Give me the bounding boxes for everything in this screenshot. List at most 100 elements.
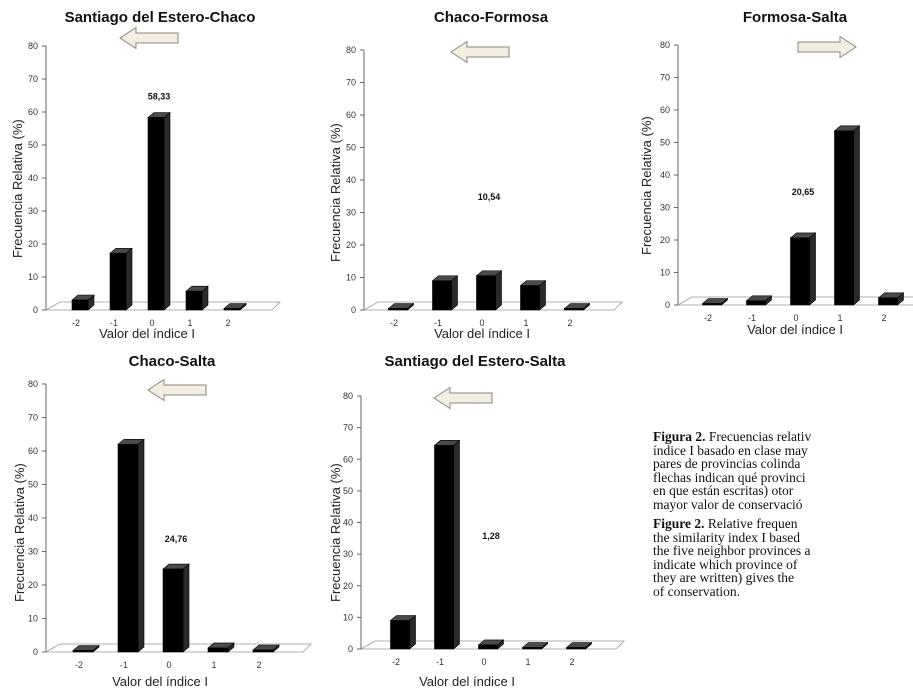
bar-front xyxy=(566,647,586,650)
bar-side xyxy=(409,614,416,650)
caption-line: Frecuencias relativ xyxy=(708,430,812,444)
data-label: 58,33 xyxy=(148,92,171,102)
y-tick-label: 40 xyxy=(28,513,38,523)
y-tick-label: 40 xyxy=(28,173,38,183)
bar-front xyxy=(564,308,584,311)
y-tick-label: 40 xyxy=(343,518,353,528)
x-tick-label: 1 xyxy=(187,318,192,328)
x-tick-label: 0 xyxy=(479,318,484,328)
bar xyxy=(147,111,171,311)
caption-line: the similarity index I based xyxy=(653,529,800,545)
caption-line: the five neighbor provinces a xyxy=(653,543,811,558)
y-tick-label: 70 xyxy=(28,74,38,84)
x-tick-label: -1 xyxy=(436,657,444,667)
x-tick-label: 1 xyxy=(523,318,528,328)
x-tick-label: -1 xyxy=(120,660,128,670)
y-tick-label: 80 xyxy=(28,41,38,51)
x-tick-label: -2 xyxy=(75,660,83,670)
bar xyxy=(389,614,417,650)
arrow-left-icon xyxy=(433,386,493,410)
caption-line: indicate which province of xyxy=(653,556,798,572)
y-tick-label: 10 xyxy=(28,272,38,282)
caption-line: índice I basado en clase may xyxy=(653,442,808,458)
bar-front xyxy=(746,300,766,306)
bar-chart: 0 10 20 30 40 50 60 70 80 -2 -1 0 1 2 24,76 xyxy=(28,378,312,670)
y-tick-label: 20 xyxy=(28,239,38,249)
x-axis-label: Valor del índice I xyxy=(434,326,530,341)
bar xyxy=(207,642,235,653)
y-tick-label: 30 xyxy=(343,549,353,559)
arrow-right-icon xyxy=(797,35,857,59)
bar-side xyxy=(137,438,145,653)
bar xyxy=(701,297,729,306)
y-tick-label: 80 xyxy=(346,45,356,55)
bar-front xyxy=(476,275,496,311)
data-label: 20,65 xyxy=(792,187,815,197)
caption-spanish-label: Figura 2. xyxy=(653,430,706,444)
bar-front xyxy=(434,445,454,650)
x-tick-label: 2 xyxy=(569,657,574,667)
caption-spanish: Figura 2. Frecuencias relativ índice I b… xyxy=(653,430,913,511)
bar-chart: 0 10 20 30 40 50 60 70 80 -2 -1 0 1 2 10,54 xyxy=(346,40,623,328)
bar xyxy=(387,302,415,311)
bar xyxy=(789,232,817,306)
figure-caption: Figura 2. Frecuencias relativ índice I b… xyxy=(653,430,913,604)
bar-front xyxy=(147,117,165,311)
y-tick-label: 0 xyxy=(33,305,38,315)
chart-panel-chaco-salta: Chaco-Salta Frecuencia Relativa (%) Valo… xyxy=(0,344,312,689)
bar xyxy=(71,294,95,311)
y-tick-label: 40 xyxy=(346,175,356,185)
x-tick-label: -2 xyxy=(72,318,80,328)
bar-front xyxy=(185,290,203,311)
x-axis-label: Valor del índice I xyxy=(419,674,515,689)
y-tick-label: 0 xyxy=(665,300,670,310)
y-tick-label: 70 xyxy=(28,413,38,423)
y-tick-label: 20 xyxy=(660,235,670,245)
x-tick-label: -1 xyxy=(434,318,442,328)
y-tick-label: 10 xyxy=(28,614,38,624)
bar xyxy=(72,644,100,653)
bar xyxy=(563,302,591,311)
data-label: 1,28 xyxy=(482,531,500,541)
chart-title: Santiago del Estero-Salta xyxy=(384,353,566,370)
bar-side xyxy=(453,439,460,650)
arrow-left-icon xyxy=(119,26,179,50)
bar xyxy=(431,275,459,311)
bar xyxy=(519,279,547,311)
x-axis-label: Valor del índice I xyxy=(99,326,195,341)
x-tick-label: -2 xyxy=(390,318,398,328)
bar-front xyxy=(790,237,810,306)
bar-side xyxy=(495,270,502,311)
chart-title: Chaco-Formosa xyxy=(433,9,549,26)
data-label: 24,76 xyxy=(165,534,188,544)
chart-title: Chaco-Salta xyxy=(128,353,216,370)
caption-line: Relative frequen xyxy=(707,516,798,531)
x-tick-label: 0 xyxy=(793,313,798,323)
y-tick-label: 60 xyxy=(28,446,38,456)
bar xyxy=(223,302,247,311)
bar-side xyxy=(451,275,458,311)
bar-front xyxy=(522,647,542,650)
chart-panel-santiago-salta: Santiago del Estero-Salta Frecuencia Rel… xyxy=(318,344,625,689)
bar-front xyxy=(109,252,127,311)
y-tick-label: 20 xyxy=(28,580,38,590)
y-tick-label: 40 xyxy=(660,170,670,180)
y-tick-label: 70 xyxy=(346,78,356,88)
bar xyxy=(833,125,861,306)
y-tick-label: 30 xyxy=(28,206,38,216)
bar xyxy=(117,438,145,653)
y-tick-label: 80 xyxy=(660,40,670,50)
bar-front xyxy=(71,299,89,311)
bar xyxy=(185,285,209,311)
x-tick-label: 2 xyxy=(225,318,230,328)
y-tick-label: 60 xyxy=(346,110,356,120)
caption-line: mayor valor de conservació xyxy=(653,496,803,512)
y-tick-label: 20 xyxy=(343,581,353,591)
arrow-left-icon xyxy=(450,40,510,64)
bar xyxy=(433,439,461,650)
bar-side xyxy=(182,563,190,653)
x-axis-label: Valor del índice I xyxy=(747,322,843,337)
bar-front xyxy=(388,308,408,311)
x-tick-label: 1 xyxy=(211,660,216,670)
x-tick-label: 2 xyxy=(881,313,886,323)
